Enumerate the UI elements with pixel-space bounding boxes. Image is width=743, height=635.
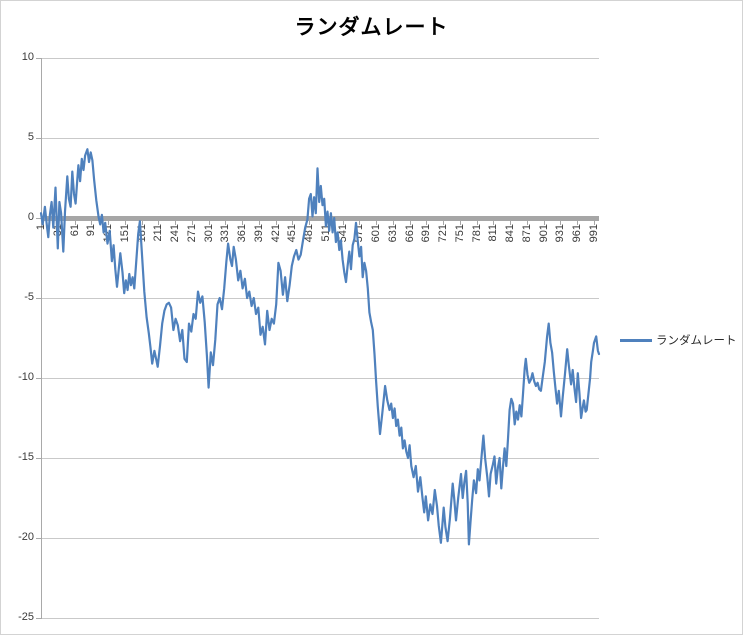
x-axis-tick <box>141 220 143 225</box>
x-axis-tick <box>543 220 545 225</box>
y-axis-label: 10 <box>21 51 34 63</box>
x-axis-tick <box>158 220 160 225</box>
y-axis-label: 0 <box>27 211 34 223</box>
x-axis-tick <box>526 220 528 225</box>
y-gridline <box>41 297 599 299</box>
x-axis-tick <box>426 220 428 225</box>
x-axis-tick <box>124 220 126 225</box>
zero-value-line <box>41 215 599 221</box>
x-axis-tick <box>376 220 378 225</box>
x-axis-tick <box>577 220 579 225</box>
y-axis-tick <box>36 457 41 459</box>
y-axis-label: -15 <box>18 451 34 463</box>
x-axis-tick <box>593 220 595 225</box>
x-axis-tick <box>342 220 344 225</box>
x-axis-tick <box>225 220 227 225</box>
x-axis-tick <box>74 220 76 225</box>
x-axis-tick <box>392 220 394 225</box>
x-axis-tick <box>275 220 277 225</box>
x-axis-tick <box>459 220 461 225</box>
x-axis-tick <box>91 220 93 225</box>
x-axis-tick <box>258 220 260 225</box>
y-gridline <box>41 617 599 619</box>
y-axis-tick <box>36 297 41 299</box>
y-gridline <box>41 537 599 539</box>
legend-line-swatch-icon <box>620 338 652 342</box>
y-axis-label: 5 <box>27 131 34 143</box>
series-line[interactable] <box>39 148 601 546</box>
x-axis-tick <box>476 220 478 225</box>
y-axis-label: -20 <box>18 531 34 543</box>
x-axis-tick <box>309 220 311 225</box>
y-axis-tick <box>36 57 41 59</box>
x-axis-tick <box>493 220 495 225</box>
chart-title[interactable]: ランダムレート <box>294 16 449 39</box>
y-axis-tick <box>36 137 41 139</box>
y-axis-label: -5 <box>24 291 34 303</box>
y-axis-tick <box>36 617 41 619</box>
y-gridline <box>41 137 599 139</box>
legend[interactable]: ランダムレート <box>620 332 737 348</box>
x-axis-tick <box>292 220 294 225</box>
y-axis-tick <box>36 537 41 539</box>
x-axis-tick <box>108 220 110 225</box>
x-axis-tick <box>443 220 445 225</box>
x-axis-tick <box>175 220 177 225</box>
x-axis-tick <box>191 220 193 225</box>
y-axis-label: -25 <box>18 611 34 623</box>
y-gridline <box>41 377 599 379</box>
x-axis-tick <box>560 220 562 225</box>
x-axis-tick <box>359 220 361 225</box>
y-gridline <box>41 57 599 59</box>
y-gridline <box>41 457 599 459</box>
legend-label: ランダムレート <box>656 335 737 347</box>
x-axis-tick <box>242 220 244 225</box>
y-axis-line <box>41 58 42 619</box>
y-axis-tick <box>36 217 41 219</box>
x-axis-tick <box>208 220 210 225</box>
y-axis-tick <box>36 377 41 379</box>
y-axis-label: -10 <box>18 371 34 383</box>
x-axis-tick <box>409 220 411 225</box>
x-axis-tick <box>510 220 512 225</box>
